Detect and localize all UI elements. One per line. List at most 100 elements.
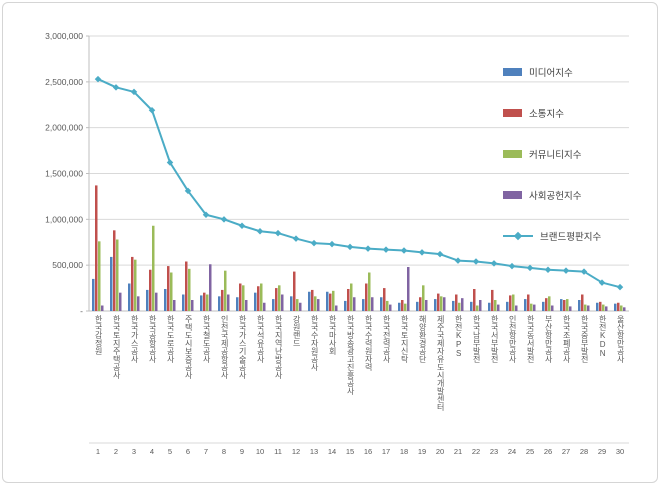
bar-segment[interactable]	[206, 294, 209, 312]
bar-segment[interactable]	[386, 300, 389, 311]
bar-segment[interactable]	[551, 305, 554, 312]
bar-segment[interactable]	[173, 300, 176, 311]
bar-segment[interactable]	[524, 299, 527, 311]
bar-segment[interactable]	[347, 289, 350, 311]
bar-segment[interactable]	[326, 291, 329, 311]
bar-segment[interactable]	[602, 304, 605, 311]
bar-segment[interactable]	[512, 294, 515, 312]
line-marker[interactable]	[616, 283, 624, 291]
bar-segment[interactable]	[146, 289, 149, 311]
bar-segment[interactable]	[461, 298, 464, 311]
bar-segment[interactable]	[314, 296, 317, 311]
bar-segment[interactable]	[404, 303, 407, 311]
line-marker[interactable]	[274, 229, 282, 237]
bar-segment[interactable]	[380, 297, 383, 311]
line-marker[interactable]	[580, 268, 588, 275]
line-marker[interactable]	[112, 84, 120, 91]
line-marker[interactable]	[544, 266, 552, 274]
bar-segment[interactable]	[239, 283, 242, 312]
line-marker[interactable]	[472, 258, 480, 265]
bar-segment[interactable]	[455, 294, 458, 312]
bar-segment[interactable]	[329, 293, 332, 311]
bar-segment[interactable]	[365, 283, 368, 312]
bar-segment[interactable]	[506, 301, 509, 311]
bar-segment[interactable]	[113, 230, 116, 311]
line-marker[interactable]	[562, 267, 570, 274]
bar-segment[interactable]	[188, 268, 191, 311]
bar-segment[interactable]	[530, 303, 533, 311]
bar-segment[interactable]	[434, 299, 437, 311]
line-marker[interactable]	[400, 247, 408, 254]
bar-segment[interactable]	[131, 256, 134, 311]
bar-segment[interactable]	[128, 283, 131, 312]
bar-segment[interactable]	[170, 272, 173, 312]
line-marker[interactable]	[382, 246, 390, 253]
line-marker[interactable]	[526, 264, 534, 272]
bar-segment[interactable]	[254, 292, 257, 311]
bar-segment[interactable]	[260, 283, 263, 312]
line-marker[interactable]	[184, 187, 192, 195]
bar-segment[interactable]	[560, 299, 563, 311]
bar-segment[interactable]	[149, 269, 152, 311]
bar-segment[interactable]	[425, 300, 428, 311]
bar-segment[interactable]	[296, 299, 299, 311]
bar-segment[interactable]	[479, 300, 482, 311]
bar-segment[interactable]	[155, 292, 158, 311]
bar-segment[interactable]	[617, 302, 620, 311]
bar-segment[interactable]	[95, 185, 98, 311]
legend-item[interactable]: 사회공헌지수	[503, 188, 601, 202]
bar-segment[interactable]	[92, 278, 95, 311]
bar-segment[interactable]	[278, 285, 281, 311]
line-marker[interactable]	[418, 249, 426, 256]
bar-segment[interactable]	[263, 302, 266, 311]
bar-segment[interactable]	[164, 289, 167, 311]
line-marker[interactable]	[310, 239, 318, 247]
bar-segment[interactable]	[509, 295, 512, 311]
bar-segment[interactable]	[317, 299, 320, 311]
bar-segment[interactable]	[443, 297, 446, 311]
bar-segment[interactable]	[566, 299, 569, 311]
bar-segment[interactable]	[578, 300, 581, 311]
line-marker[interactable]	[148, 106, 156, 114]
line-series[interactable]	[97, 78, 621, 289]
line-marker[interactable]	[436, 250, 444, 258]
line-marker[interactable]	[130, 88, 138, 96]
bar-segment[interactable]	[335, 305, 338, 312]
bar-segment[interactable]	[371, 297, 374, 311]
bar-segment[interactable]	[245, 300, 248, 311]
bar-segment[interactable]	[257, 286, 260, 311]
bar-segment[interactable]	[494, 300, 497, 311]
bar-segment[interactable]	[224, 270, 227, 311]
line-marker[interactable]	[346, 243, 354, 251]
bar-segment[interactable]	[299, 302, 302, 311]
bar-segment[interactable]	[596, 302, 599, 311]
line-marker[interactable]	[256, 227, 264, 235]
legend-item[interactable]: 미디어지수	[503, 65, 601, 79]
bar-segment[interactable]	[344, 300, 347, 311]
bar-segment[interactable]	[416, 301, 419, 311]
line-marker[interactable]	[94, 75, 102, 83]
bar-segment[interactable]	[389, 304, 392, 311]
bar-segment[interactable]	[563, 300, 566, 311]
bar-segment[interactable]	[491, 289, 494, 311]
bar-segment[interactable]	[134, 259, 137, 311]
bar-segment[interactable]	[458, 302, 461, 311]
bar-segment[interactable]	[548, 296, 551, 311]
bar-segment[interactable]	[350, 283, 353, 312]
bar-segment[interactable]	[422, 285, 425, 311]
bar-segment[interactable]	[152, 225, 155, 311]
line-marker[interactable]	[328, 240, 336, 248]
line-marker[interactable]	[220, 216, 228, 223]
legend-item[interactable]: 브랜드평판지수	[503, 229, 601, 243]
bar-segment[interactable]	[623, 307, 626, 311]
bar-segment[interactable]	[182, 294, 185, 312]
bar-segment[interactable]	[236, 297, 239, 311]
bar-segment[interactable]	[101, 305, 104, 312]
bar-segment[interactable]	[353, 297, 356, 311]
bar-segment[interactable]	[362, 299, 365, 311]
bar-segment[interactable]	[527, 294, 530, 312]
line-marker[interactable]	[508, 262, 516, 270]
bar-segment[interactable]	[218, 296, 221, 311]
line-marker[interactable]	[292, 235, 300, 242]
bar-segment[interactable]	[311, 289, 314, 311]
